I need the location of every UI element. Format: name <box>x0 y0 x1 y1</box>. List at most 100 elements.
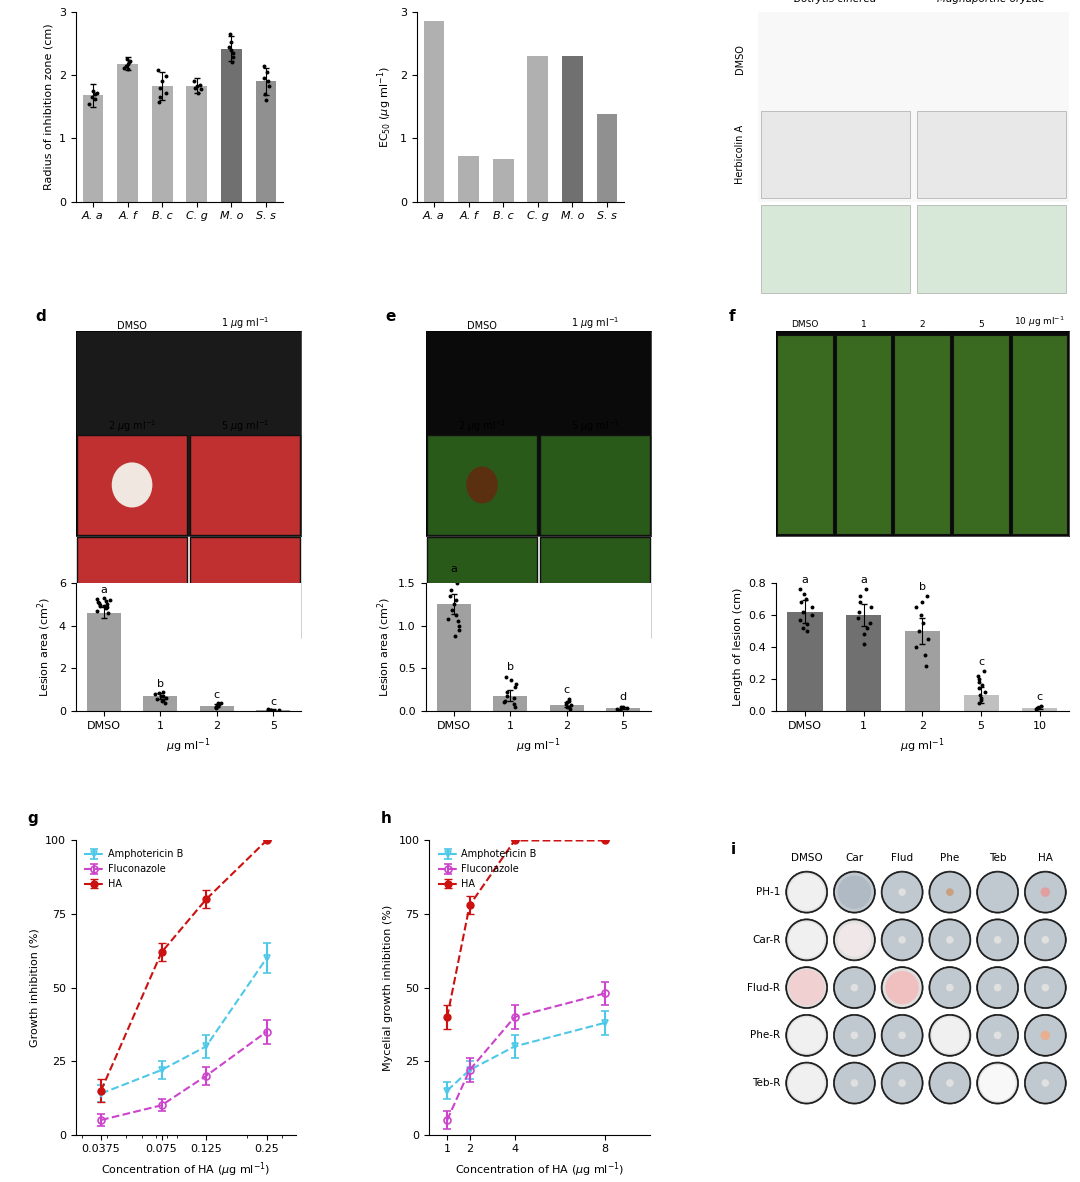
Circle shape <box>835 968 874 1007</box>
Point <box>505 695 523 714</box>
Legend: Amphotericin B, Fluconazole, HA: Amphotericin B, Fluconazole, HA <box>434 845 541 892</box>
Circle shape <box>976 871 1018 914</box>
Point <box>862 597 879 616</box>
Point <box>804 597 821 616</box>
Circle shape <box>994 1032 1001 1039</box>
Point <box>793 592 810 611</box>
Point <box>802 605 820 624</box>
Point <box>1028 699 1045 717</box>
Point <box>917 645 934 664</box>
Point <box>855 624 873 643</box>
Point <box>154 687 172 706</box>
Point <box>90 592 107 611</box>
Point <box>498 683 515 702</box>
Point <box>208 696 226 715</box>
Point <box>258 63 275 82</box>
Text: HA: HA <box>1038 853 1053 864</box>
Point <box>558 699 576 717</box>
Circle shape <box>1026 921 1065 960</box>
Point <box>970 669 987 688</box>
Point <box>222 53 240 72</box>
Circle shape <box>834 1063 876 1104</box>
Circle shape <box>785 967 827 1008</box>
Circle shape <box>930 1015 970 1054</box>
Point <box>507 677 524 696</box>
Text: a: a <box>801 576 809 585</box>
Point <box>797 590 814 609</box>
Point <box>446 626 463 645</box>
Point <box>910 622 928 641</box>
Point <box>84 87 102 106</box>
Point <box>851 602 868 621</box>
Point <box>856 579 874 598</box>
Text: Flud-R: Flud-R <box>747 982 781 993</box>
Point <box>156 694 173 713</box>
Point <box>116 58 133 77</box>
Circle shape <box>946 983 954 992</box>
Circle shape <box>851 1032 859 1039</box>
Text: g: g <box>27 811 38 826</box>
Text: b: b <box>919 582 926 592</box>
Text: b: b <box>370 0 382 4</box>
Point <box>149 689 166 708</box>
Point <box>559 697 577 716</box>
Circle shape <box>899 1079 906 1087</box>
Bar <box>423 21 444 202</box>
Circle shape <box>930 1064 970 1103</box>
Point <box>257 91 274 110</box>
FancyBboxPatch shape <box>836 336 891 534</box>
Bar <box>187 86 207 202</box>
Text: d: d <box>620 693 626 702</box>
Point <box>562 700 579 719</box>
Point <box>917 657 934 676</box>
Point <box>849 609 866 628</box>
Point <box>119 59 136 78</box>
Point <box>89 590 106 609</box>
Point <box>154 682 172 701</box>
Circle shape <box>835 1064 874 1103</box>
Point <box>974 676 991 695</box>
Bar <box>494 695 527 710</box>
Circle shape <box>835 1015 874 1054</box>
Text: 10 $\mu$g ml$^{-1}$: 10 $\mu$g ml$^{-1}$ <box>1014 314 1065 329</box>
Point <box>976 682 994 701</box>
Circle shape <box>881 967 923 1008</box>
Point <box>213 694 230 713</box>
Circle shape <box>851 1079 859 1087</box>
Point <box>270 701 287 720</box>
Point <box>256 85 273 104</box>
Point <box>150 92 167 111</box>
Text: Flud: Flud <box>891 853 914 864</box>
Ellipse shape <box>467 467 498 504</box>
Point <box>210 694 227 713</box>
Point <box>558 693 576 712</box>
X-axis label: $\mu$g ml$^{-1}$: $\mu$g ml$^{-1}$ <box>900 736 945 755</box>
Circle shape <box>976 1014 1018 1057</box>
Point <box>557 695 575 714</box>
Point <box>438 609 456 628</box>
Point <box>259 72 276 91</box>
Point <box>792 610 809 629</box>
Text: Herbicolin A: Herbicolin A <box>735 124 745 183</box>
Text: 1 $\mu$g ml$^{-1}$: 1 $\mu$g ml$^{-1}$ <box>570 316 619 331</box>
Ellipse shape <box>111 462 152 507</box>
Text: 5 $\mu$g ml$^{-1}$: 5 $\mu$g ml$^{-1}$ <box>220 418 269 434</box>
Circle shape <box>929 918 971 961</box>
Circle shape <box>881 871 923 914</box>
Point <box>262 701 280 720</box>
Circle shape <box>787 921 826 960</box>
Circle shape <box>882 1015 921 1054</box>
Circle shape <box>994 983 1001 992</box>
Point <box>505 689 523 708</box>
Circle shape <box>1026 872 1065 911</box>
Point <box>152 87 170 106</box>
FancyBboxPatch shape <box>760 206 910 293</box>
Point <box>795 618 812 637</box>
Text: DMSO: DMSO <box>792 320 819 329</box>
FancyBboxPatch shape <box>1012 336 1067 534</box>
Text: b: b <box>507 662 514 673</box>
Point <box>496 693 513 712</box>
Y-axis label: Lesion area (cm$^2$): Lesion area (cm$^2$) <box>375 597 393 697</box>
Circle shape <box>835 921 874 960</box>
Point <box>220 37 238 56</box>
